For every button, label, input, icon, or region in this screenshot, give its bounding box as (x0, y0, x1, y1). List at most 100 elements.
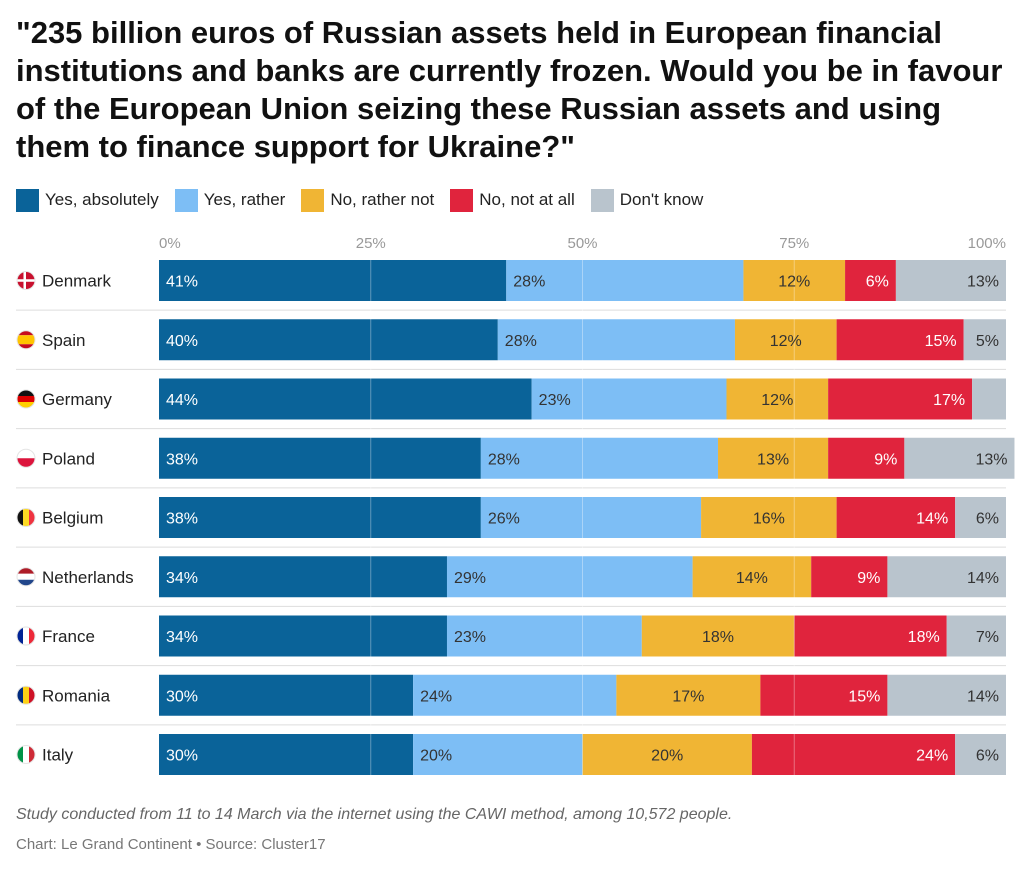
bar-segment (159, 260, 507, 301)
bar-segment (616, 674, 761, 716)
bar-segment (963, 319, 1006, 361)
legend-label: No, not at all (479, 190, 575, 209)
bar-segment (946, 615, 1006, 657)
category-label: Germany (42, 390, 112, 409)
bar-segment (641, 615, 795, 657)
bar-segment (811, 556, 888, 598)
bar-segment (904, 437, 1015, 479)
data-label: 34% (166, 629, 198, 646)
category-label: Denmark (42, 272, 111, 291)
data-label: 12% (778, 274, 810, 291)
data-label: 26% (488, 511, 520, 528)
bar-segment (159, 674, 414, 716)
bar-segment (159, 556, 447, 598)
x-tick-label: 0% (159, 235, 181, 252)
data-label: 29% (454, 570, 486, 587)
bar-segment (159, 497, 481, 538)
legend-item: No, not at all (450, 188, 575, 212)
data-label: 23% (539, 392, 571, 409)
data-label: 38% (166, 511, 198, 528)
bar-segment (159, 319, 498, 361)
legend-item: Don't know (590, 188, 704, 212)
legend: Yes, absolutely Yes, rather No, rather not… (16, 186, 719, 214)
data-label: 6% (976, 511, 999, 528)
data-label: 17% (933, 392, 965, 409)
legend-item: Yes, absolutely (16, 188, 159, 212)
bar-segment (828, 437, 905, 479)
bar-segment (159, 378, 532, 420)
x-tick-label: 75% (779, 235, 809, 252)
category-label: France (42, 627, 95, 646)
netherlands-flag-icon (16, 567, 36, 587)
bar-segment (895, 260, 1006, 301)
bar-segment (159, 615, 447, 657)
bar-segment (845, 260, 896, 301)
legend-swatch (16, 188, 39, 212)
data-label: 15% (848, 688, 880, 705)
denmark-flag-icon (16, 271, 36, 290)
bar-segment (446, 615, 642, 657)
legend-swatch (174, 188, 198, 212)
bar-segment (743, 260, 846, 301)
legend-item: Yes, rather (174, 188, 286, 212)
bar-segment (692, 556, 812, 598)
spain-flag-icon (16, 330, 36, 350)
bar-segment (726, 378, 829, 420)
data-label: 13% (967, 274, 999, 291)
data-label: 18% (908, 629, 940, 646)
bar-segment (582, 734, 752, 775)
bar-segment (480, 437, 719, 479)
data-label: 9% (857, 570, 880, 587)
data-label: 28% (513, 274, 545, 291)
bar-segment (159, 437, 481, 479)
legend-label: Yes, rather (203, 190, 286, 209)
data-label: 28% (505, 333, 537, 350)
data-label: 41% (166, 274, 198, 291)
legend-item: No, rather not (301, 188, 434, 212)
x-tick-label: 100% (968, 235, 1006, 252)
data-label: 28% (488, 451, 520, 468)
data-label: 14% (967, 688, 999, 705)
bar-segment (413, 734, 583, 775)
bar-segment (413, 674, 617, 716)
bar-segment (887, 674, 1006, 716)
data-label: 23% (454, 629, 486, 646)
legend-swatch (301, 188, 325, 212)
bar-segment (480, 497, 702, 538)
legend-label: Don't know (619, 190, 704, 209)
bar-segment (955, 497, 1006, 538)
bar-segment (887, 556, 1006, 598)
italy-flag-icon (16, 745, 36, 764)
data-label: 6% (976, 748, 999, 765)
legend-swatch (590, 188, 614, 212)
data-label: 44% (166, 392, 198, 409)
bar-segment (718, 437, 829, 479)
chart-credit: Chart: Le Grand Continent • Source: Clus… (16, 836, 326, 853)
data-label: 30% (166, 688, 198, 705)
category-label: Italy (42, 746, 74, 765)
data-label: 24% (916, 748, 948, 765)
data-label: 13% (757, 451, 789, 468)
bar-segment (506, 260, 744, 301)
bar-segment (734, 319, 837, 361)
category-label: Spain (42, 331, 85, 350)
bar-segment (760, 674, 888, 716)
bar-segment (701, 497, 837, 538)
data-label: 5% (976, 333, 999, 350)
data-label: 20% (420, 748, 452, 765)
legend-swatch (450, 188, 474, 212)
bar-segment (159, 734, 414, 775)
romania-flag-icon (16, 685, 36, 705)
data-label: 14% (736, 570, 768, 587)
poland-flag-icon (16, 448, 36, 468)
bar-segment (828, 378, 973, 420)
belgium-flag-icon (16, 508, 36, 527)
data-label: 17% (672, 688, 704, 705)
data-label: 14% (967, 570, 999, 587)
germany-flag-icon (16, 389, 36, 409)
chart-title: "235 billion euros of Russian assets hel… (16, 15, 1003, 164)
bar-segment (972, 378, 1006, 420)
data-label: 40% (166, 333, 198, 350)
data-label: 13% (975, 451, 1007, 468)
